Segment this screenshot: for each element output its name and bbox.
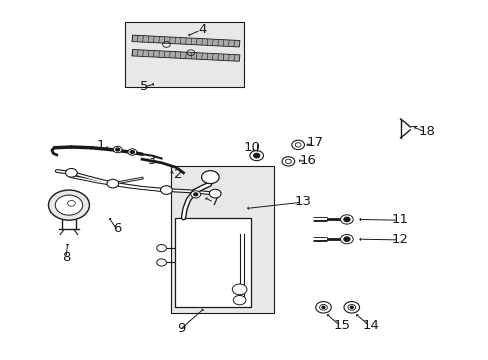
Text: 11: 11 <box>391 213 408 226</box>
Circle shape <box>343 217 349 222</box>
Text: 14: 14 <box>362 319 379 332</box>
Circle shape <box>349 306 352 309</box>
Circle shape <box>315 302 330 313</box>
Text: 4: 4 <box>199 23 207 36</box>
Text: 1: 1 <box>96 139 105 152</box>
Circle shape <box>160 186 172 194</box>
Circle shape <box>343 302 359 313</box>
Bar <box>175 218 250 307</box>
Circle shape <box>249 150 263 161</box>
Circle shape <box>282 157 294 166</box>
Text: 7: 7 <box>210 195 219 208</box>
Circle shape <box>201 171 219 184</box>
Circle shape <box>55 195 82 215</box>
Circle shape <box>340 215 352 224</box>
Text: 15: 15 <box>333 319 350 332</box>
Circle shape <box>285 159 291 163</box>
Bar <box>171 166 273 313</box>
Text: 8: 8 <box>62 251 71 264</box>
Circle shape <box>128 149 137 155</box>
Circle shape <box>157 259 166 266</box>
Circle shape <box>193 193 197 196</box>
Circle shape <box>232 284 246 295</box>
Circle shape <box>190 191 200 198</box>
Circle shape <box>340 234 352 244</box>
Text: 6: 6 <box>113 222 122 235</box>
Text: 9: 9 <box>177 322 185 335</box>
Text: 10: 10 <box>243 141 260 154</box>
Circle shape <box>253 153 259 158</box>
Text: 5: 5 <box>140 80 148 93</box>
Circle shape <box>48 190 89 220</box>
Text: 12: 12 <box>391 233 408 246</box>
Circle shape <box>107 179 119 188</box>
Text: 2: 2 <box>174 168 183 181</box>
Circle shape <box>295 143 301 147</box>
Circle shape <box>291 140 304 149</box>
Circle shape <box>130 150 134 153</box>
Circle shape <box>343 237 349 241</box>
Polygon shape <box>132 49 240 61</box>
Bar <box>125 22 244 87</box>
Circle shape <box>322 306 325 309</box>
Text: 3: 3 <box>147 154 156 167</box>
Circle shape <box>65 168 77 177</box>
Text: 16: 16 <box>299 154 316 167</box>
Circle shape <box>233 296 245 305</box>
Text: 13: 13 <box>294 195 311 208</box>
Circle shape <box>113 146 122 153</box>
Text: 18: 18 <box>418 125 435 138</box>
Circle shape <box>157 244 166 252</box>
Circle shape <box>116 148 120 151</box>
Text: 17: 17 <box>306 136 323 149</box>
Circle shape <box>209 189 221 198</box>
Polygon shape <box>132 35 240 47</box>
